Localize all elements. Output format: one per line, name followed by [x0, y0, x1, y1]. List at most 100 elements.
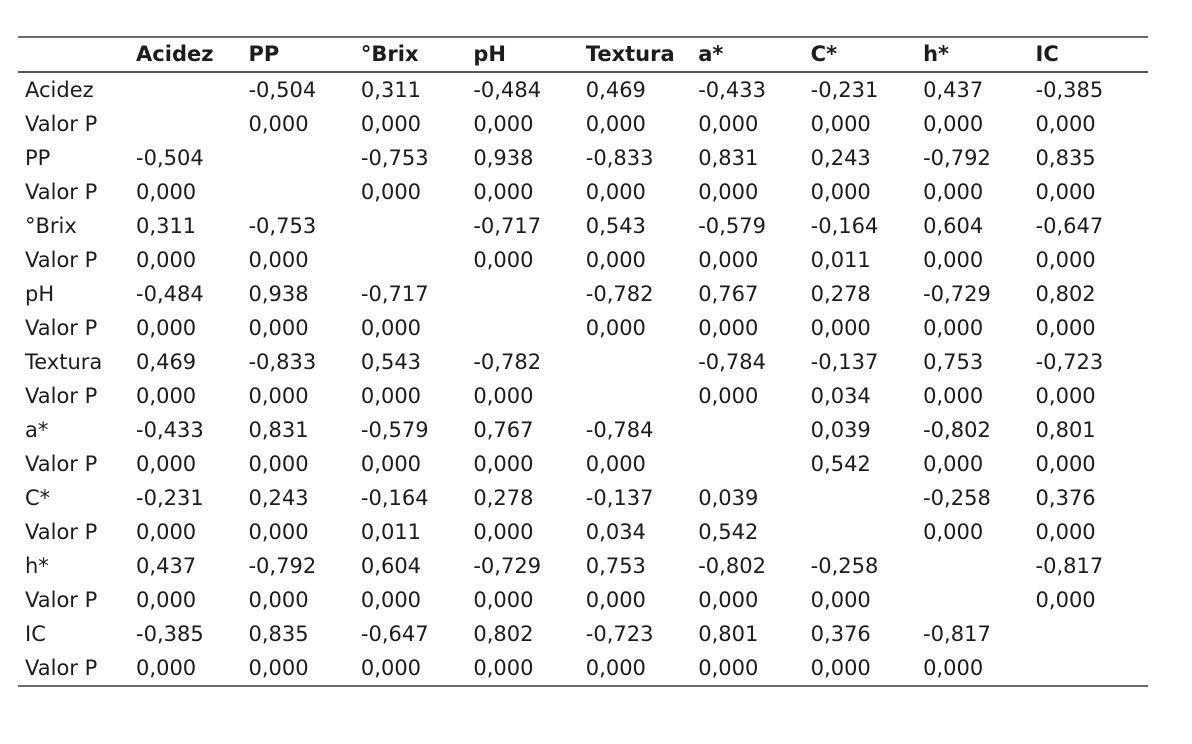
- column-header: PP: [248, 42, 280, 66]
- value-cell: 0,278: [473, 485, 534, 510]
- empty-diagonal-cell: [1036, 651, 1148, 686]
- row-label: Valor P: [25, 383, 98, 408]
- value-cell: 0,831: [248, 417, 309, 442]
- column-header: IC: [1035, 42, 1059, 66]
- value-cell: 0,039: [698, 485, 759, 510]
- value-cell: 0,938: [473, 145, 534, 170]
- value-cell: -0,504: [136, 145, 204, 170]
- value-cell: -0,137: [585, 485, 654, 510]
- value-cell: 0,000: [248, 587, 309, 612]
- column-header: h*: [923, 42, 950, 66]
- value-cell: -0,484: [136, 281, 204, 306]
- p-value-row: Valor P 0,000 0,000 0,000 0,000 0,000 0,034 0,0…: [18, 379, 1148, 413]
- row-label: Valor P: [25, 247, 98, 272]
- value-cell: 0,767: [698, 281, 759, 306]
- corner-cell: [18, 37, 136, 72]
- value-cell: -0,802: [698, 553, 766, 578]
- p-value-row: Valor P 0,000 0,000 0,000 0,000 0,000 0,542 0,0…: [18, 447, 1148, 481]
- column-header: a*: [698, 42, 724, 66]
- value-cell: 0,000: [698, 179, 759, 204]
- value-cell: 0,000: [585, 247, 646, 272]
- value-cell: -0,729: [923, 281, 991, 306]
- value-cell: 0,000: [1035, 247, 1096, 272]
- empty-diagonal-cell: [698, 447, 810, 481]
- empty-diagonal-cell: [136, 107, 248, 141]
- value-cell: 0,604: [360, 553, 422, 578]
- value-cell: 0,437: [923, 77, 984, 102]
- value-cell: -0,817: [923, 621, 991, 646]
- empty-diagonal-cell: [473, 277, 585, 311]
- value-cell: 0,311: [136, 213, 197, 238]
- value-cell: 0,831: [698, 145, 759, 170]
- row-label: Acidez: [25, 77, 94, 102]
- empty-diagonal-cell: [698, 413, 810, 447]
- value-cell: 0,000: [248, 519, 309, 544]
- value-cell: -0,258: [810, 553, 879, 578]
- value-cell: -0,782: [585, 281, 654, 306]
- row-label: pH: [25, 281, 55, 306]
- correlation-table: Acidez PP °Brix pH Textura a* C* h* IC Acidez -0,…: [18, 36, 1148, 687]
- value-cell: -0,723: [1035, 349, 1104, 374]
- p-value-row: Valor P 0,000 0,000 0,000 0,000 0,000 0,000 0,0…: [18, 583, 1148, 617]
- value-cell: 0,000: [585, 315, 646, 340]
- value-cell: 0,543: [360, 349, 422, 374]
- value-cell: 0,000: [810, 655, 871, 680]
- p-value-row: Valor P 0,000 0,000 0,000 0,000 0,000 0,000 0,0…: [18, 107, 1148, 141]
- value-cell: 0,767: [473, 417, 534, 442]
- value-cell: -0,164: [360, 485, 429, 510]
- value-cell: 0,000: [923, 519, 984, 544]
- value-cell: 0,000: [136, 315, 197, 340]
- correlation-row: C* -0,231 0,243 -0,164 0,278 -0,137 0,039 -0,25…: [18, 481, 1148, 515]
- value-cell: 0,034: [810, 383, 871, 408]
- value-cell: 0,000: [923, 451, 984, 476]
- empty-diagonal-cell: [586, 345, 698, 379]
- row-label: Valor P: [25, 655, 98, 680]
- value-cell: -0,817: [1035, 553, 1104, 578]
- value-cell: 0,000: [473, 383, 534, 408]
- value-cell: 0,000: [698, 655, 759, 680]
- value-cell: 0,000: [585, 179, 646, 204]
- row-label: h*: [25, 553, 49, 578]
- empty-diagonal-cell: [248, 141, 360, 175]
- value-cell: -0,833: [248, 349, 317, 374]
- value-cell: 0,000: [473, 451, 534, 476]
- value-cell: 0,000: [810, 179, 871, 204]
- value-cell: 0,000: [136, 179, 197, 204]
- p-value-row: Valor P 0,000 0,000 0,000 0,000 0,000 0,000 0,0…: [18, 175, 1148, 209]
- value-cell: 0,802: [1035, 281, 1096, 306]
- value-cell: 0,000: [473, 655, 534, 680]
- row-label: Valor P: [25, 179, 98, 204]
- table-header: Acidez PP °Brix pH Textura a* C* h* IC: [18, 37, 1148, 72]
- value-cell: 0,000: [360, 587, 422, 612]
- value-cell: 0,000: [1035, 179, 1096, 204]
- value-cell: -0,784: [585, 417, 654, 442]
- value-cell: 0,000: [1035, 451, 1096, 476]
- value-cell: -0,385: [1035, 77, 1104, 102]
- value-cell: 0,000: [136, 587, 197, 612]
- value-cell: 0,000: [923, 655, 984, 680]
- value-cell: 0,753: [923, 349, 984, 374]
- empty-diagonal-cell: [586, 379, 698, 413]
- empty-diagonal-cell: [248, 175, 360, 209]
- value-cell: -0,504: [248, 77, 317, 102]
- row-label: °Brix: [25, 213, 77, 238]
- value-cell: 0,000: [1035, 315, 1096, 340]
- value-cell: -0,433: [698, 77, 766, 102]
- value-cell: 0,000: [248, 111, 309, 136]
- row-label: Valor P: [25, 451, 98, 476]
- value-cell: -0,231: [810, 77, 879, 102]
- value-cell: 0,000: [248, 451, 309, 476]
- value-cell: -0,717: [360, 281, 429, 306]
- value-cell: 0,000: [360, 315, 422, 340]
- value-cell: 0,000: [923, 111, 984, 136]
- correlation-row: Acidez -0,504 0,311 -0,484 0,469 -0,433 -0,231…: [18, 72, 1148, 107]
- value-cell: 0,011: [810, 247, 871, 272]
- row-label: a*: [25, 417, 49, 442]
- value-cell: 0,000: [585, 655, 646, 680]
- value-cell: 0,000: [248, 247, 309, 272]
- value-cell: 0,437: [136, 553, 197, 578]
- p-value-row: Valor P 0,000 0,000 0,000 0,000 0,000 0,011 0,0…: [18, 243, 1148, 277]
- p-value-row: Valor P 0,000 0,000 0,011 0,000 0,034 0,542 0,0…: [18, 515, 1148, 549]
- value-cell: 0,000: [698, 247, 759, 272]
